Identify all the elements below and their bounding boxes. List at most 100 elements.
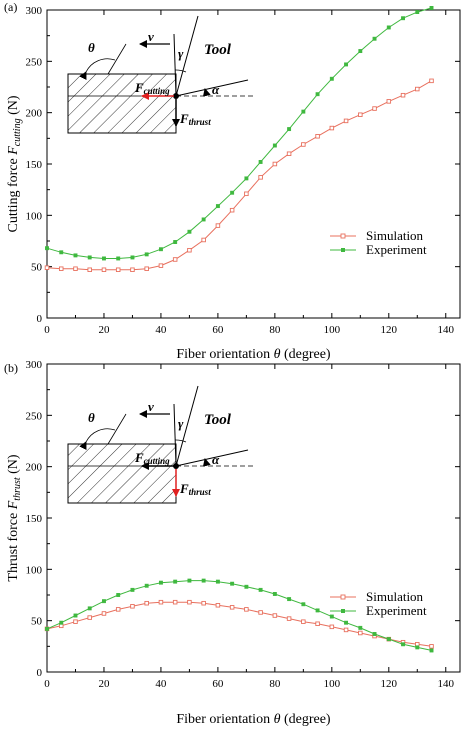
data-point-simulation	[201, 600, 206, 606]
data-point-simulation	[343, 627, 349, 633]
data-point-experiment	[344, 620, 349, 625]
data-point-simulation	[101, 611, 107, 616]
data-point-experiment	[315, 608, 320, 613]
data-point-simulation	[229, 605, 235, 610]
data-point-experiment	[144, 252, 149, 257]
workpiece-block	[67, 443, 177, 504]
data-point-experiment	[201, 578, 206, 583]
data-point-experiment	[258, 587, 263, 592]
y-axis-label-unit: (N)	[6, 95, 21, 118]
data-point-experiment	[187, 229, 192, 234]
data-point-experiment	[358, 49, 363, 54]
x-axis-label-text: Fiber orientation	[176, 347, 273, 362]
x-tick-label: 0	[44, 324, 50, 336]
data-point-simulation	[329, 624, 335, 630]
y-tick-label: 0	[37, 313, 43, 325]
tool-rake-face	[173, 403, 177, 467]
data-point-simulation	[244, 191, 249, 197]
x-tick-label: 120	[381, 324, 398, 336]
y-tick-label: 250	[26, 56, 43, 68]
cutting-force-subscript: cutting	[144, 456, 171, 466]
data-point-experiment	[287, 127, 292, 132]
thrust-force-subscript: thrust	[189, 487, 212, 497]
data-point-experiment	[230, 190, 235, 195]
cutting-force-label: Fcutting	[134, 450, 170, 466]
data-point-simulation	[386, 99, 392, 104]
x-tick-label: 60	[212, 678, 224, 690]
data-point-experiment	[59, 250, 64, 255]
x-tick-label: 80	[269, 324, 281, 336]
data-point-simulation	[73, 619, 78, 624]
gamma-label: γ	[178, 416, 184, 431]
data-point-experiment	[102, 599, 106, 604]
data-point-experiment	[372, 632, 377, 636]
x-axis-label-unit: (degree)	[280, 347, 330, 362]
y-axis-label-symbol: F	[6, 500, 21, 510]
data-point-simulation	[101, 267, 107, 272]
thrust-force-subscript: thrust	[189, 117, 212, 127]
x-tick-label: 80	[269, 678, 281, 690]
y-tick-label: 200	[26, 462, 43, 474]
y-tick-label: 150	[26, 159, 43, 171]
data-point-experiment	[215, 204, 220, 209]
y-axis-label-text: Thrust force	[6, 509, 21, 581]
y-tick-label: 300	[26, 5, 43, 17]
data-point-experiment	[272, 592, 277, 596]
thrust-force-symbol: F	[179, 111, 189, 126]
data-point-experiment	[287, 597, 292, 602]
theta-arc	[79, 428, 116, 451]
y-tick-label: 300	[26, 359, 43, 371]
data-point-simulation	[272, 613, 278, 618]
legend-label: Experiment	[366, 242, 427, 257]
y-tick-label: 150	[26, 513, 43, 525]
tool-rake-face	[173, 33, 177, 97]
series-line-simulation	[46, 601, 432, 647]
legend-label: Experiment	[366, 603, 427, 618]
data-point-experiment	[87, 255, 92, 260]
data-point-experiment	[215, 579, 220, 584]
x-tick-label: 0	[44, 678, 50, 690]
data-point-simulation	[343, 118, 349, 124]
data-point-simulation	[144, 600, 149, 606]
series-line-experiment	[46, 7, 432, 259]
alpha-arc	[202, 88, 211, 97]
legend-label: Simulation	[366, 589, 424, 604]
data-point-experiment	[301, 602, 306, 607]
data-point-experiment	[329, 76, 334, 81]
y-axis-label-symbol: F	[6, 146, 21, 156]
tool-tip	[173, 463, 179, 469]
data-point-simulation	[315, 134, 320, 139]
x-axis-label-text: Fiber orientation	[176, 712, 273, 727]
data-point-simulation	[415, 86, 420, 92]
plot-frame	[46, 9, 461, 319]
data-point-simulation	[215, 223, 221, 228]
data-point-simulation	[215, 603, 221, 608]
legend-swatch-marker	[341, 248, 345, 252]
data-point-experiment	[173, 579, 178, 584]
data-point-simulation	[187, 247, 192, 253]
data-point-simulation	[272, 161, 278, 167]
data-point-experiment	[73, 253, 78, 258]
plot-frame	[46, 363, 461, 673]
x-tick-label: 40	[155, 324, 167, 336]
data-point-simulation	[372, 106, 377, 111]
data-point-simulation	[258, 175, 263, 180]
data-point-experiment	[301, 109, 306, 114]
data-point-experiment	[315, 92, 320, 97]
data-point-simulation	[172, 257, 178, 262]
data-point-experiment	[116, 593, 121, 597]
data-point-experiment	[429, 648, 434, 653]
data-point-simulation	[115, 267, 121, 272]
data-point-simulation	[429, 644, 434, 649]
x-tick-label: 100	[324, 678, 341, 690]
tool-tip	[173, 93, 179, 99]
data-point-experiment	[272, 143, 277, 148]
theta-label: θ	[88, 410, 95, 425]
theta-arc	[79, 58, 116, 81]
tool-edge	[175, 385, 199, 467]
data-point-simulation	[229, 207, 235, 213]
data-point-experiment	[73, 613, 78, 618]
